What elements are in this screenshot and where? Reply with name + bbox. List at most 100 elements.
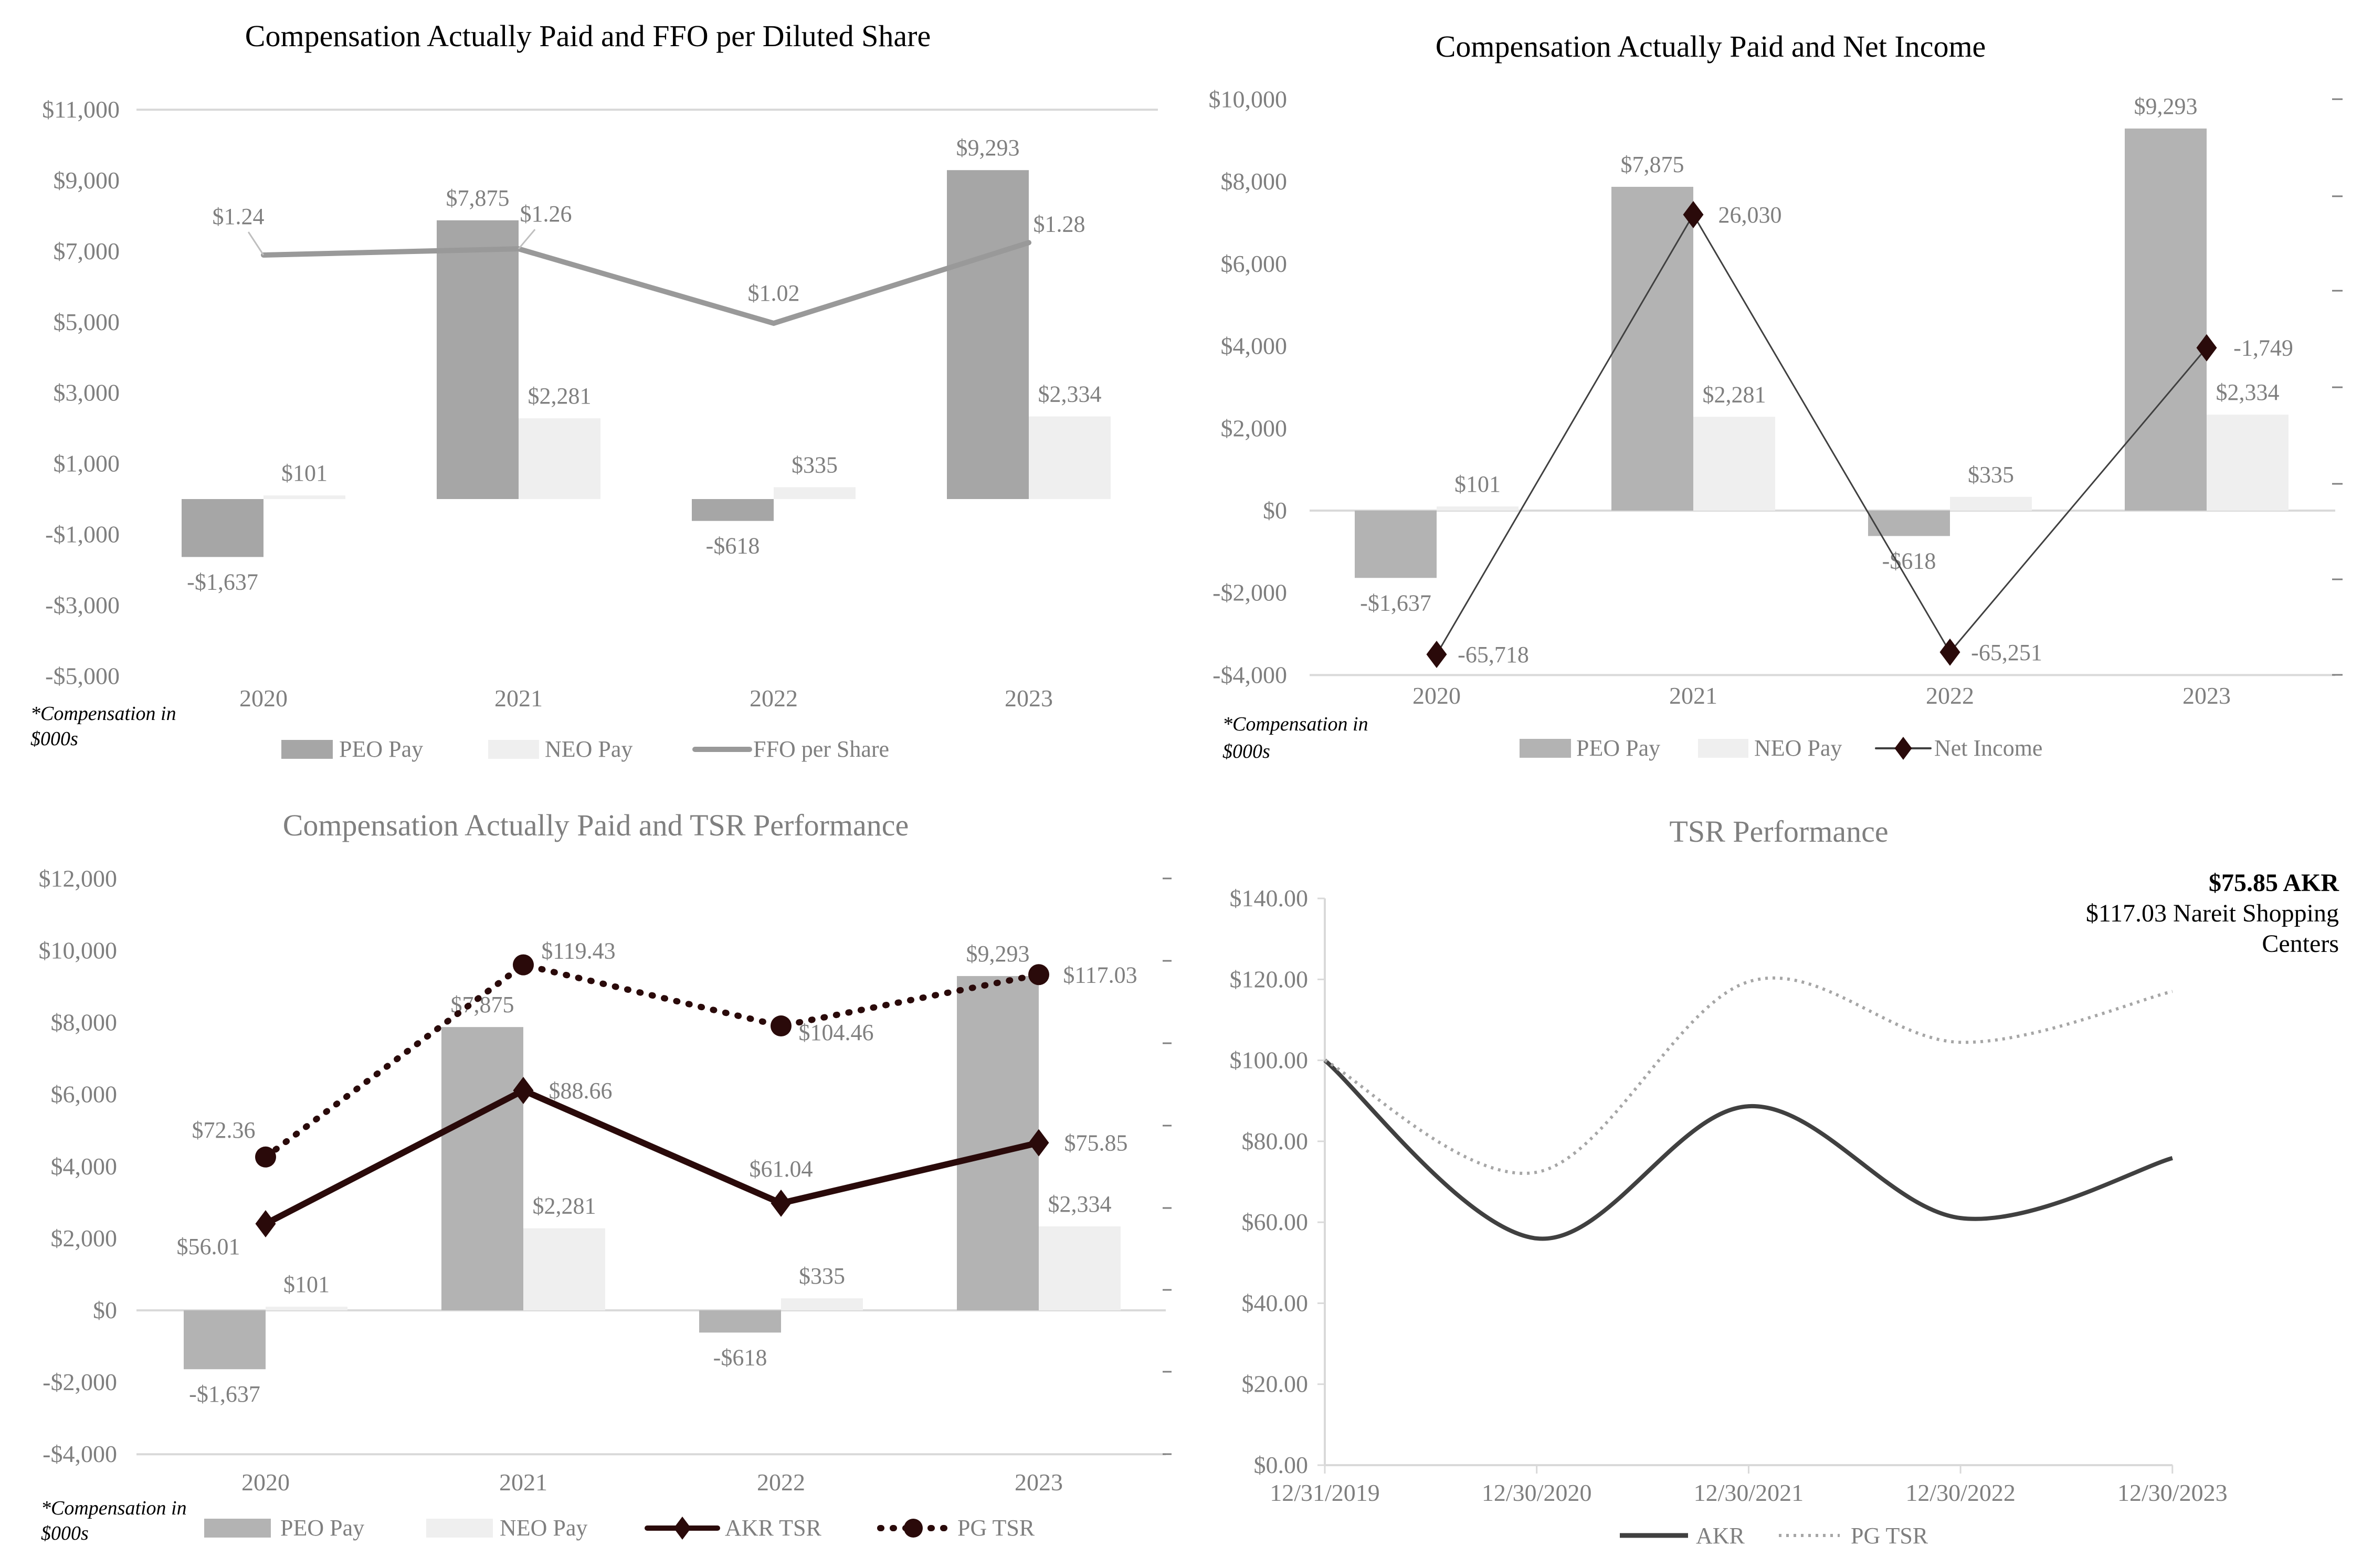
legend-label: PEO Pay [1576,735,1660,761]
y-tick-label: $2,000 [51,1225,118,1252]
legend-swatch [204,1519,271,1538]
y-tick-label: $8,000 [51,1009,118,1036]
y-tick-label: $4,000 [1221,333,1288,359]
data-point-marker [771,1189,792,1217]
y-tick-label: $2,000 [1221,415,1288,441]
legend-label: FFO per Share [753,736,889,762]
footnote: *Compensation in [41,1497,187,1519]
bar-peo-pay [699,1310,781,1333]
data-label: -65,251 [1971,640,2042,665]
y-tick-label: $4,000 [51,1153,118,1180]
data-point-marker [1683,201,1704,228]
y-tick-label: $11,000 [42,96,120,123]
data-label: $2,281 [1703,382,1766,407]
footnote: $000s [30,728,78,750]
annotation-pg: $117.03 Nareit Shopping [2086,899,2339,927]
data-point-marker [2196,334,2217,362]
chart-cap-vs-ffo: Compensation Actually Paid and FFO per D… [30,19,1158,762]
y-tick-label: $6,000 [1221,250,1288,277]
y-tick-label: $7,000 [54,238,120,264]
x-tick-label: 2022 [1926,682,1974,709]
data-label: $2,334 [1038,382,1102,407]
data-point-marker [255,1146,276,1168]
y-tick-label: $80.00 [1242,1128,1309,1154]
data-label: $7,875 [1621,152,1684,177]
bar-neo-pay [1693,417,1775,511]
y-tick-label: -$4,000 [43,1440,117,1467]
y-tick-label: $3,000 [54,379,120,406]
line-akr-tsr [262,1087,1042,1227]
data-point-marker [1426,641,1447,669]
legend-swatch [1520,739,1571,758]
data-label: $2,281 [528,383,592,409]
bar-neo-pay [1029,416,1111,499]
y-tick-label: $0.00 [1254,1452,1309,1478]
legend-swatch [426,1519,493,1538]
y-tick-label: $6,000 [51,1081,118,1108]
data-point-marker [1028,1129,1049,1157]
chart-title: Compensation Actually Paid and Net Incom… [1436,29,1986,63]
y-tick-label: $10,000 [1209,86,1288,113]
legend-label: PG TSR [1851,1523,1928,1549]
x-tick-label: 2021 [1669,682,1717,709]
bar-neo-pay [263,495,345,499]
bar-neo-pay [523,1228,605,1310]
y-tick-label: $12,000 [39,865,118,892]
y-tick-label: -$1,000 [45,521,120,547]
line-ffo-per-share [261,240,1031,326]
y-tick-label: -$4,000 [1212,661,1287,688]
y-tick-label: $60.00 [1242,1209,1309,1235]
x-tick-label: 12/30/2020 [1482,1479,1592,1506]
y-tick-label: $100.00 [1230,1047,1309,1074]
legend-label: NEO Pay [1754,735,1842,761]
chart-cap-vs-net-income: Compensation Actually Paid and Net Incom… [1209,29,2343,762]
data-label: $1.26 [520,201,572,227]
bar-peo-pay [1611,186,1693,511]
y-tick-label: -$2,000 [43,1369,117,1395]
x-tick-label: 2022 [750,685,798,712]
data-label: $117.03 [1063,962,1137,988]
chart-title: TSR Performance [1669,814,1888,849]
bar-peo-pay [1868,511,1950,536]
bar-peo-pay [182,499,263,557]
legend-swatch [281,740,333,759]
legend-label: PEO Pay [339,736,423,762]
data-label: -65,718 [1458,642,1529,668]
legend-marker [904,1519,923,1538]
line-pg-tsr [262,961,1042,1160]
data-point-marker [513,954,534,976]
legend-swatch [1698,739,1748,758]
data-label: $2,281 [533,1193,596,1219]
x-tick-label: 12/30/2021 [1694,1479,1804,1506]
y-tick-label: $20.00 [1242,1371,1309,1397]
chart-title: Compensation Actually Paid and FFO per D… [245,19,931,53]
bar-peo-pay [1355,511,1437,578]
legend-marker [673,1517,691,1540]
bar-peo-pay [184,1310,266,1370]
x-tick-label: 2023 [1015,1469,1063,1496]
data-label: -1,749 [2233,335,2293,361]
line-net-income [1436,213,2208,655]
bar-neo-pay [1039,1226,1121,1310]
x-tick-label: 2020 [241,1469,290,1496]
annotation-akr: $75.85 AKR [2209,869,2339,897]
data-label: -$618 [1882,548,1936,574]
y-tick-label: $40.00 [1242,1289,1309,1316]
bar-neo-pay [1950,496,2032,511]
y-tick-label: $0 [93,1297,117,1323]
line-pg-tsr [1324,976,2173,1175]
y-tick-label: $10,000 [39,937,118,964]
leader-line [247,231,265,256]
bar-neo-pay [774,487,856,499]
footnote: $000s [1222,740,1270,762]
x-tick-label: 2021 [499,1469,547,1496]
data-label: $101 [283,1272,330,1297]
y-tick-label: $1,000 [54,450,120,477]
bar-peo-pay [947,170,1029,500]
legend-label: NEO Pay [500,1515,587,1541]
leader-line [518,229,536,250]
data-label: $101 [1454,471,1501,497]
data-point-marker [1939,638,1960,666]
bar-peo-pay [692,499,774,521]
